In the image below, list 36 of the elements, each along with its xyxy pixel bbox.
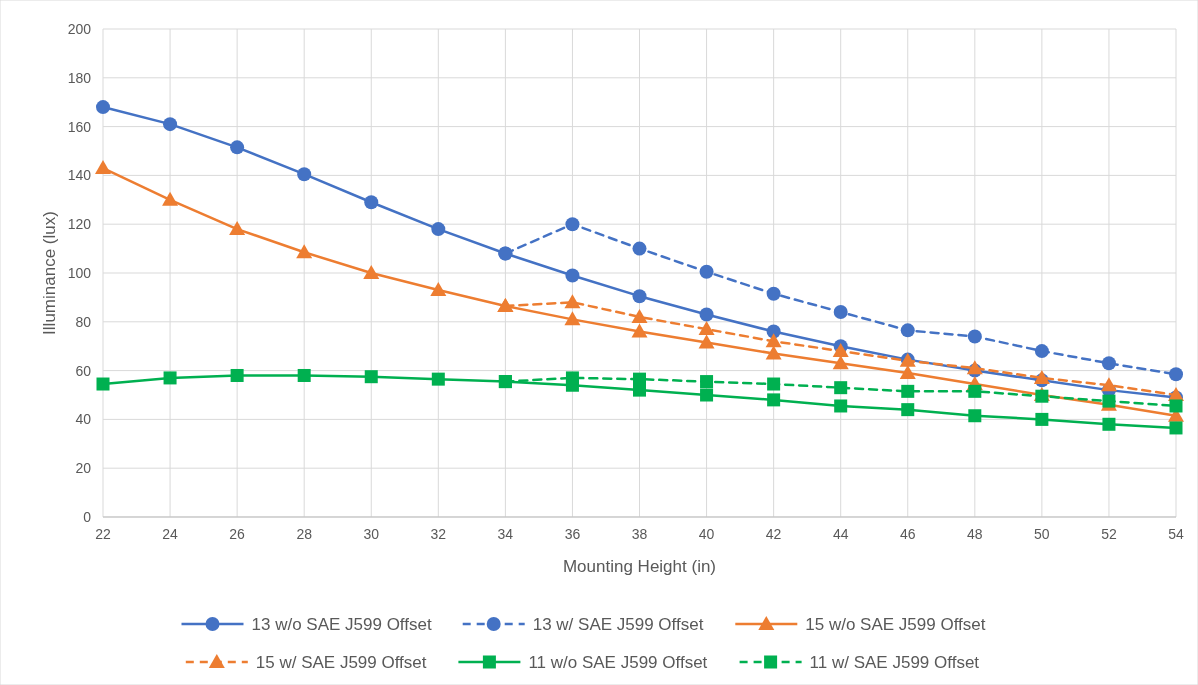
legend-label: 15 w/o SAE J599 Offset: [805, 614, 986, 634]
legend-label: 13 w/o SAE J599 Offset: [251, 614, 432, 634]
x-axis-title: Mounting Height (in): [562, 557, 717, 576]
y-tick-label: 40: [75, 411, 92, 428]
x-tick-label: 30: [363, 526, 380, 542]
y-tick-label: 60: [75, 362, 92, 379]
x-tick-label: 32: [430, 526, 447, 542]
x-tick-label: 22: [95, 526, 111, 542]
x-tick-label: 26: [229, 526, 246, 542]
x-tick-label: 34: [497, 526, 514, 542]
y-tick-label: 200: [67, 20, 92, 37]
x-tick-label: 48: [967, 526, 983, 542]
x-tick-label: 52: [1101, 526, 1117, 542]
legend-label: 11 w/o SAE J599 Offset: [528, 652, 708, 672]
y-tick-label: 80: [75, 313, 92, 330]
legend-label: 13 w/ SAE J599 Offset: [532, 614, 704, 634]
y-tick-label: 140: [67, 167, 92, 184]
y-tick-label: 0: [83, 508, 92, 525]
x-tick-label: 28: [296, 526, 313, 542]
y-tick-label: 120: [67, 216, 92, 233]
x-tick-label: 42: [765, 526, 782, 542]
y-tick-label: 180: [67, 69, 92, 86]
x-tick-label: 50: [1034, 526, 1050, 542]
legend-label: 15 w/ SAE J599 Offset: [255, 652, 427, 672]
x-tick-label: 24: [162, 526, 179, 542]
x-tick-label: 38: [631, 526, 648, 542]
x-tick-label: 40: [698, 526, 715, 542]
x-tick-label: 46: [899, 526, 916, 542]
y-tick-label: 100: [67, 264, 92, 281]
legend-label: 11 w/ SAE J599 Offset: [809, 652, 980, 672]
y-axis-title: Illuminance (lux): [40, 211, 59, 335]
x-tick-label: 36: [564, 526, 581, 542]
x-tick-label: 54: [1168, 526, 1184, 542]
y-tick-label: 160: [67, 118, 92, 135]
y-tick-label: 20: [75, 460, 92, 477]
x-tick-label: 44: [832, 526, 849, 542]
